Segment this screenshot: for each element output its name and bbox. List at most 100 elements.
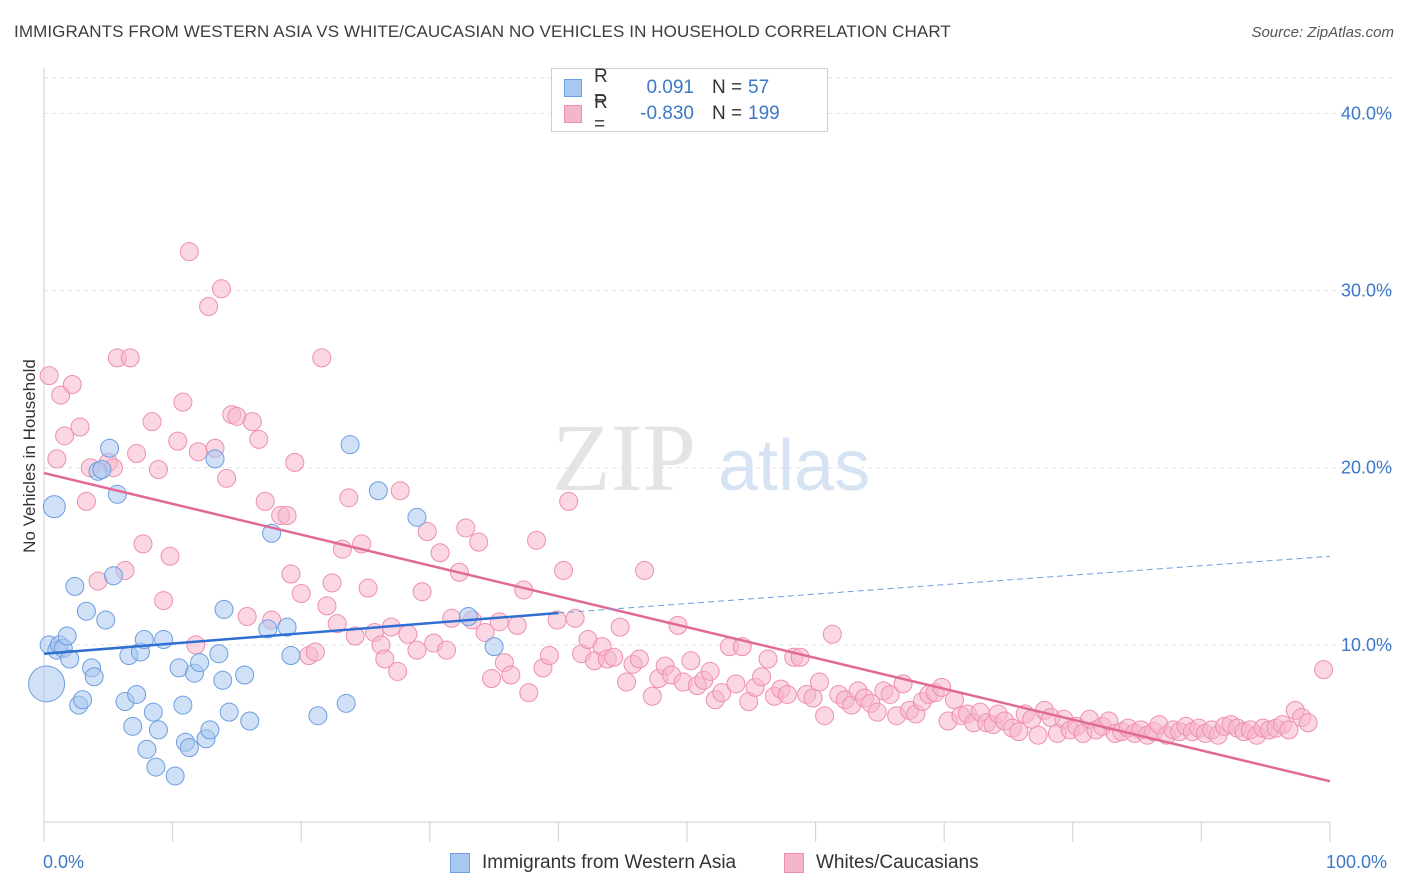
- data-point: [358, 578, 378, 598]
- bottom-legend-label: Whites/Caucasians: [816, 852, 979, 873]
- data-point: [437, 640, 457, 660]
- data-point: [258, 619, 278, 639]
- data-point: [635, 560, 655, 580]
- data-point: [60, 649, 80, 669]
- data-point: [507, 615, 527, 635]
- x-tick-label-min: 0.0%: [43, 852, 85, 872]
- data-point: [209, 644, 229, 664]
- data-point: [154, 591, 174, 611]
- data-point: [213, 670, 233, 690]
- data-point: [345, 626, 365, 646]
- data-point: [375, 649, 395, 669]
- data-point: [554, 560, 574, 580]
- data-point: [681, 651, 701, 671]
- data-point: [442, 608, 462, 628]
- data-point: [777, 684, 797, 704]
- data-point: [822, 624, 842, 644]
- trend-lines: [43, 471, 1331, 783]
- data-point: [186, 635, 206, 655]
- series-western-asia-points: [28, 435, 504, 786]
- data-point: [148, 459, 168, 479]
- data-point: [242, 412, 262, 432]
- data-point: [312, 348, 332, 368]
- data-point: [880, 684, 900, 704]
- data-point: [539, 645, 559, 665]
- data-point: [160, 546, 180, 566]
- data-point: [42, 495, 66, 519]
- data-point: [165, 766, 185, 786]
- y-tick-label: 20.0%: [1341, 458, 1392, 478]
- data-point: [277, 617, 297, 637]
- data-point: [489, 612, 509, 632]
- data-point: [417, 521, 437, 541]
- data-point: [148, 720, 168, 740]
- data-point: [84, 667, 104, 687]
- data-point: [217, 468, 237, 488]
- legend-n-value: 199: [748, 103, 780, 124]
- data-point: [255, 491, 275, 511]
- data-point: [73, 690, 93, 710]
- data-point: [712, 683, 732, 703]
- data-point: [790, 647, 810, 667]
- data-point: [143, 702, 163, 722]
- data-point: [317, 596, 337, 616]
- data-point: [214, 599, 234, 619]
- watermark-zip: ZIP: [552, 404, 696, 511]
- legend-r-value: 0.091: [646, 77, 694, 98]
- legend-n-value: 57: [748, 77, 770, 98]
- data-point: [92, 459, 112, 479]
- data-point: [205, 449, 225, 469]
- data-point: [235, 665, 255, 685]
- data-point: [240, 711, 260, 731]
- data-point: [70, 417, 90, 437]
- data-point: [336, 693, 356, 713]
- data-point: [308, 706, 328, 726]
- data-point: [305, 642, 325, 662]
- data-point: [390, 481, 410, 501]
- data-point: [142, 412, 162, 432]
- data-point: [219, 702, 239, 722]
- data-point: [430, 543, 450, 563]
- data-point: [867, 702, 887, 722]
- legend-n-label: N =: [712, 77, 743, 98]
- data-point: [1298, 713, 1318, 733]
- data-point: [322, 573, 342, 593]
- data-point: [604, 647, 624, 667]
- y-tick-label: 30.0%: [1341, 281, 1392, 301]
- data-point: [199, 297, 219, 317]
- legend-swatch-pink: [564, 105, 582, 123]
- data-point: [482, 669, 502, 689]
- legend-row-whites: R = -0.830 N = 199: [564, 92, 798, 135]
- data-point: [809, 672, 829, 692]
- grid-lines: [44, 77, 1392, 646]
- data-point: [28, 665, 66, 703]
- data-point: [168, 431, 188, 451]
- data-point: [188, 442, 208, 462]
- data-point: [120, 348, 140, 368]
- data-point: [565, 608, 585, 628]
- data-point: [249, 429, 269, 449]
- y-axis-label: No Vehicles in Household: [20, 359, 39, 553]
- data-point: [412, 582, 432, 602]
- data-point: [610, 617, 630, 637]
- data-point: [179, 738, 199, 758]
- watermark-atlas: atlas: [718, 426, 870, 506]
- legend-swatch-blue: [564, 79, 582, 97]
- data-point: [57, 626, 77, 646]
- trend-line-extension: [558, 555, 1331, 614]
- y-tick-label: 10.0%: [1341, 635, 1392, 655]
- data-point: [475, 622, 495, 642]
- y-tick-labels: 10.0% 20.0% 30.0% 40.0%: [1341, 103, 1392, 654]
- data-point: [527, 530, 547, 550]
- trend-line-whites: [43, 471, 1331, 783]
- data-point: [100, 438, 120, 458]
- data-point: [200, 720, 220, 740]
- data-point: [700, 661, 720, 681]
- data-point: [65, 576, 85, 596]
- data-point: [398, 624, 418, 644]
- data-point: [340, 435, 360, 455]
- correlation-legend: R = 0.091 N = 57 R = -0.830 N = 199: [551, 66, 828, 135]
- data-point: [103, 566, 123, 586]
- data-point: [277, 506, 297, 526]
